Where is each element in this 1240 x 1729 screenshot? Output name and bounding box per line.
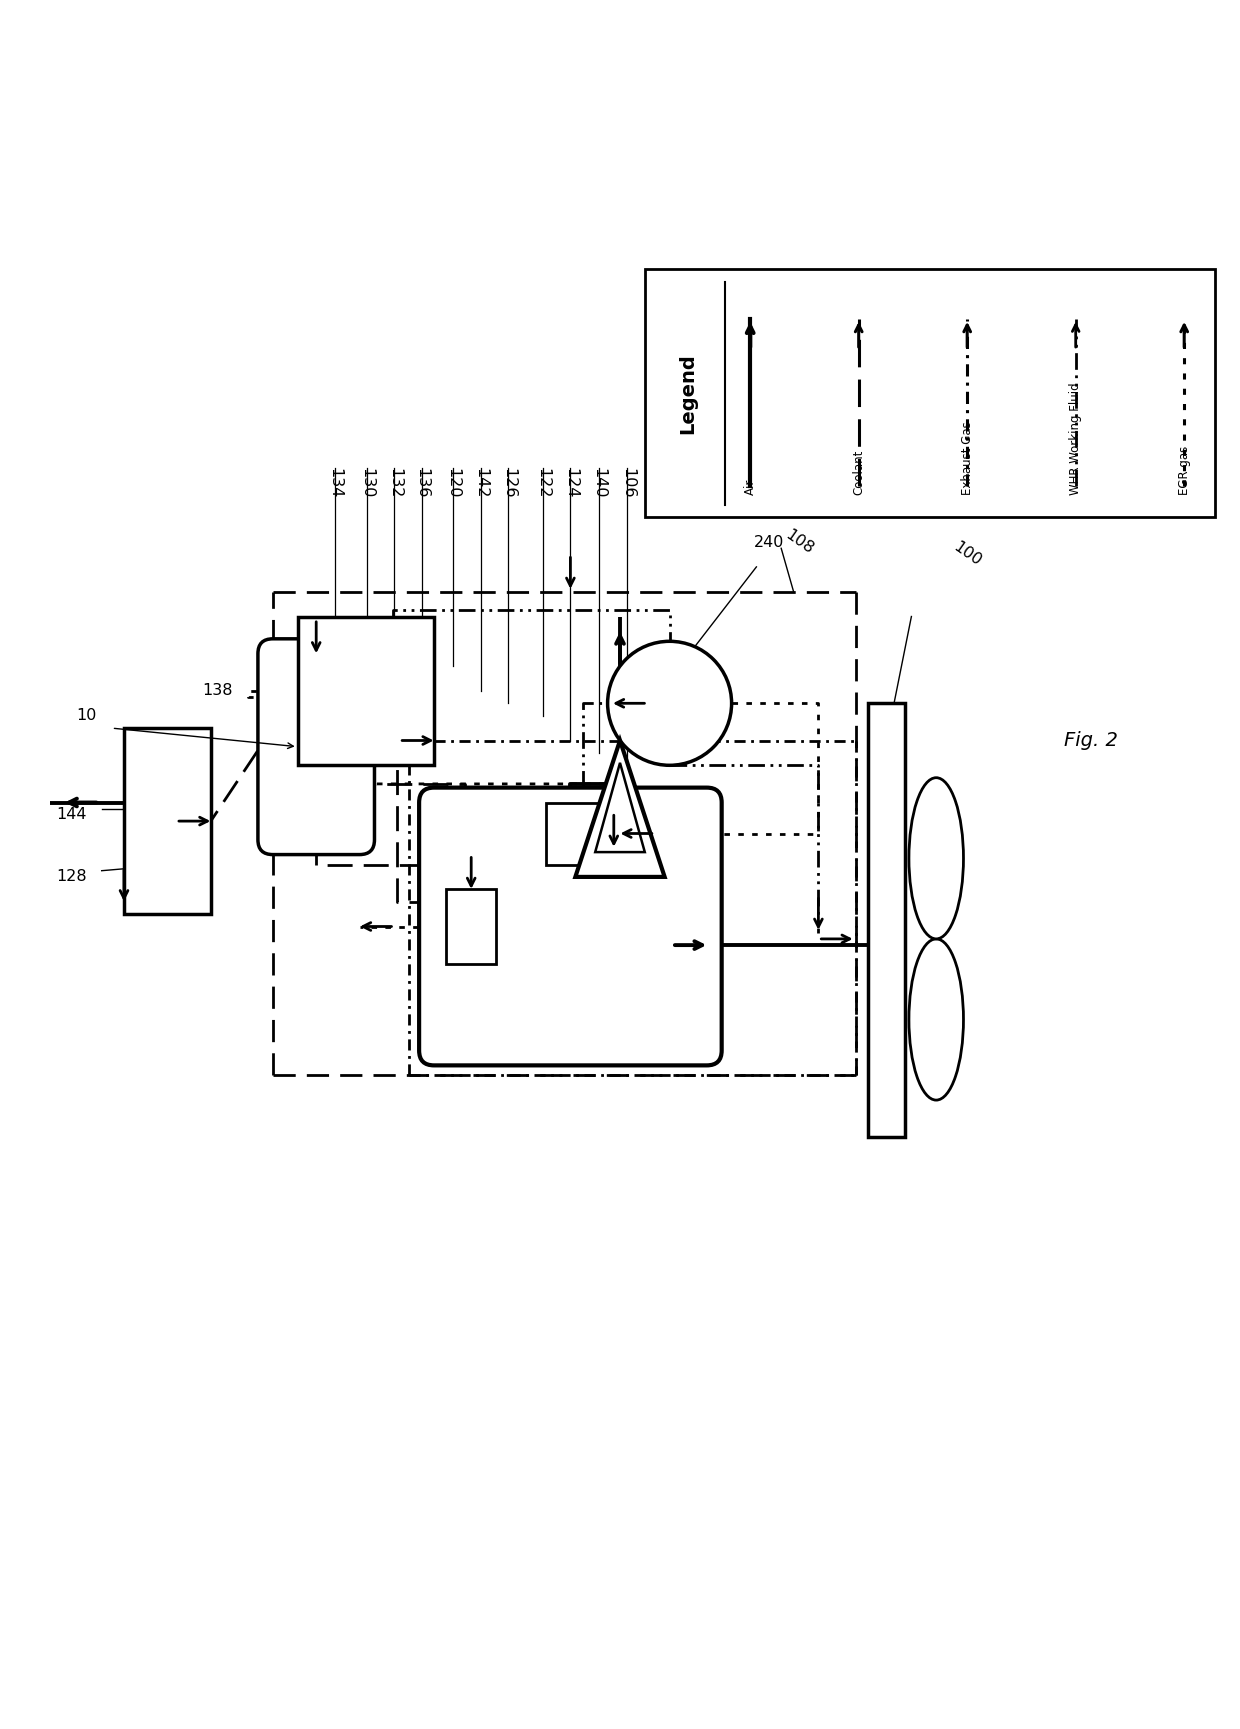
Text: 128: 128 bbox=[56, 870, 87, 885]
Ellipse shape bbox=[909, 778, 963, 939]
Text: 106: 106 bbox=[620, 469, 635, 498]
Bar bbox=[446, 889, 496, 963]
Text: Fig. 2: Fig. 2 bbox=[1064, 731, 1118, 750]
Text: 132: 132 bbox=[387, 469, 402, 498]
FancyBboxPatch shape bbox=[419, 788, 722, 1065]
Bar bbox=[868, 704, 905, 1138]
Text: 122: 122 bbox=[536, 469, 551, 498]
Text: 136: 136 bbox=[414, 469, 429, 498]
Text: 126: 126 bbox=[501, 469, 516, 498]
Ellipse shape bbox=[909, 939, 963, 1100]
Text: WHR Working Fluid: WHR Working Fluid bbox=[1069, 382, 1083, 494]
Text: 144: 144 bbox=[56, 807, 87, 823]
Text: 108: 108 bbox=[782, 527, 817, 557]
Circle shape bbox=[608, 641, 732, 766]
Text: 120: 120 bbox=[445, 469, 460, 498]
Polygon shape bbox=[595, 762, 645, 852]
Text: Exhaust Gas: Exhaust Gas bbox=[961, 422, 973, 494]
Text: EGR gas: EGR gas bbox=[1178, 446, 1190, 494]
Bar bbox=[124, 728, 211, 915]
Text: 142: 142 bbox=[474, 469, 489, 498]
Text: 134: 134 bbox=[327, 469, 342, 498]
Text: 124: 124 bbox=[563, 469, 578, 498]
Polygon shape bbox=[575, 740, 665, 877]
Bar bbox=[298, 617, 434, 766]
Text: Air: Air bbox=[744, 479, 756, 494]
Text: 140: 140 bbox=[591, 469, 606, 498]
Text: Coolant: Coolant bbox=[852, 450, 866, 494]
Text: 240: 240 bbox=[754, 534, 784, 550]
FancyBboxPatch shape bbox=[258, 638, 374, 854]
Bar bbox=[645, 270, 1215, 517]
Text: 100: 100 bbox=[950, 539, 985, 569]
Text: 138: 138 bbox=[202, 683, 232, 699]
Text: 130: 130 bbox=[360, 469, 374, 498]
Text: Legend: Legend bbox=[678, 353, 698, 434]
Text: 10: 10 bbox=[77, 709, 97, 723]
Bar bbox=[546, 802, 620, 864]
